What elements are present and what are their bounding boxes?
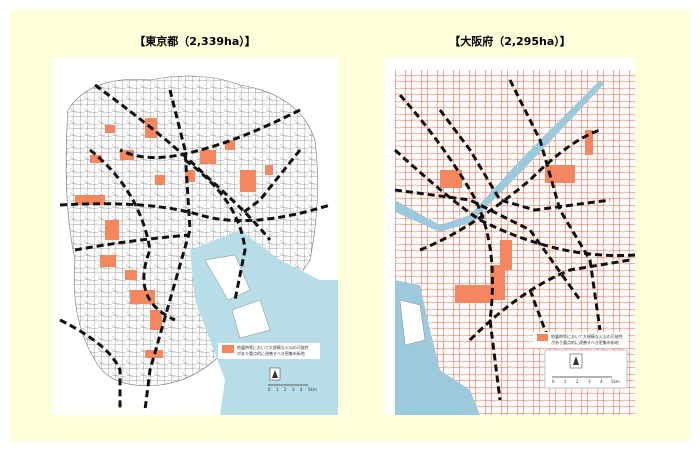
scale-label: 5km	[308, 387, 317, 392]
scale-label: 5km	[611, 379, 620, 384]
map-title: 【大阪府（2,295ha）】	[449, 34, 571, 48]
legend-text: があり重点的に改善すべき密集市街地	[551, 339, 619, 345]
legend-text: 地震時等において大規模な火災の可能性	[551, 333, 623, 339]
osaka-map: 地震時等において大規模な火災の可能性 があり重点的に改善すべき密集市街地 0 1…	[385, 34, 636, 415]
scale-label: 0	[268, 387, 271, 392]
scale-label: 3	[588, 379, 591, 384]
legend-text: があり重点的に改善すべき密集市街地	[237, 350, 305, 356]
dense-area	[75, 118, 273, 358]
dense-area	[440, 130, 593, 303]
scale-label: 2	[284, 387, 287, 392]
map-title: 【東京都（2,339ha）】	[134, 34, 256, 48]
legend-text: 地震時等において大規模な火災の可能性	[237, 344, 309, 350]
scale-bar: 0 1 2 3 4 5km	[268, 367, 317, 392]
scale-label: 3	[292, 387, 295, 392]
scale-label: 4	[300, 387, 303, 392]
scale-label: 4	[600, 379, 603, 384]
scale-label: 2	[576, 379, 579, 384]
scale-label: 1	[564, 379, 567, 384]
scale-label: 0	[552, 379, 555, 384]
scale-bar: 0 1 2 3 4 5km	[544, 349, 628, 389]
scale-label: 1	[276, 387, 279, 392]
tokyo-map: 地震時等において大規模な火災の可能性 があり重点的に改善すべき密集市街地 0 1…	[53, 34, 338, 415]
